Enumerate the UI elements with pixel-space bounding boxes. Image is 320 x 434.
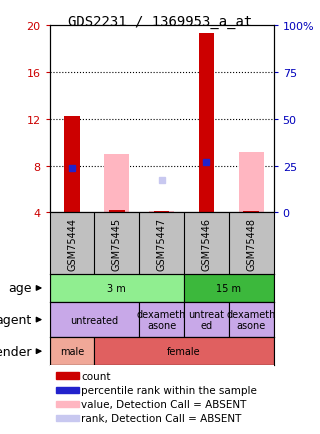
Text: GDS2231 / 1369953_a_at: GDS2231 / 1369953_a_at xyxy=(68,15,252,29)
Text: GSM75445: GSM75445 xyxy=(112,217,122,270)
Bar xyxy=(56,415,79,421)
Bar xyxy=(239,152,264,213)
Text: 15 m: 15 m xyxy=(216,283,241,293)
Text: agent: agent xyxy=(0,313,32,326)
Bar xyxy=(94,337,274,365)
Text: female: female xyxy=(167,346,201,356)
Text: dexameth
asone: dexameth asone xyxy=(227,309,276,331)
Bar xyxy=(184,274,274,302)
Bar xyxy=(244,211,259,213)
Bar xyxy=(184,302,229,337)
Text: 3 m: 3 m xyxy=(108,283,126,293)
Text: GSM75446: GSM75446 xyxy=(201,217,212,270)
Text: value, Detection Call = ABSENT: value, Detection Call = ABSENT xyxy=(81,399,246,409)
Text: GSM75447: GSM75447 xyxy=(156,217,167,270)
Bar xyxy=(50,337,94,365)
Bar xyxy=(154,211,170,213)
Bar xyxy=(149,211,174,213)
Bar xyxy=(109,211,125,213)
Bar xyxy=(50,302,139,337)
Bar xyxy=(56,387,79,393)
Bar xyxy=(199,34,214,213)
Text: count: count xyxy=(81,371,110,381)
Text: rank, Detection Call = ABSENT: rank, Detection Call = ABSENT xyxy=(81,413,241,423)
Bar xyxy=(50,274,184,302)
Bar xyxy=(64,117,80,213)
Text: male: male xyxy=(60,346,84,356)
Text: untreat
ed: untreat ed xyxy=(188,309,224,331)
Text: dexameth
asone: dexameth asone xyxy=(137,309,186,331)
Text: untreated: untreated xyxy=(70,315,118,325)
Bar xyxy=(56,401,79,407)
Bar xyxy=(229,302,274,337)
Text: GSM75448: GSM75448 xyxy=(246,217,256,270)
Text: age: age xyxy=(8,282,32,295)
Text: percentile rank within the sample: percentile rank within the sample xyxy=(81,385,257,395)
Bar xyxy=(56,372,79,379)
Text: GSM75444: GSM75444 xyxy=(67,217,77,270)
Bar xyxy=(139,302,184,337)
Text: gender: gender xyxy=(0,345,32,358)
Bar xyxy=(104,155,129,213)
